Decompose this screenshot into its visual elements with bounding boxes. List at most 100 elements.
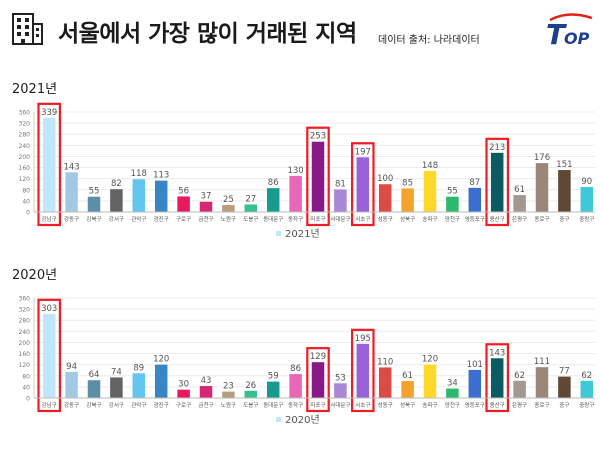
bar-value-label: 151 [556, 160, 572, 170]
bar [401, 381, 414, 398]
x-tick-label: 동작구 [288, 216, 303, 223]
x-tick-label: 양천구 [445, 215, 460, 223]
y-tick-label: 360 [19, 296, 31, 303]
bar-value-label: 89 [133, 363, 144, 373]
y-tick-label: 80 [22, 373, 30, 380]
bar [87, 380, 101, 398]
svg-text:OP: OP [564, 29, 590, 48]
x-tick-label: 금천구 [198, 215, 213, 223]
y-tick-label: 240 [19, 329, 31, 336]
bar [177, 196, 190, 212]
bar-value-label: 100 [377, 174, 393, 184]
x-tick-label: 광진구 [154, 401, 169, 409]
x-tick-label: 동작구 [288, 402, 303, 409]
bar-value-label: 59 [268, 372, 279, 382]
highlight-box [485, 137, 509, 227]
highlight-box [485, 343, 509, 413]
bar [356, 157, 370, 212]
y-tick-label: 160 [19, 165, 31, 172]
bar-value-label: 213 [489, 143, 505, 153]
bar [490, 358, 504, 398]
x-tick-label: 서초구 [355, 215, 370, 223]
bar [311, 141, 325, 212]
bar-chart-2020: 0 40 80 120 160 200 240 280 320 360 303 강남구 94 강동구 64 강… [19, 296, 595, 426]
bar-value-label: 27 [245, 195, 256, 205]
x-tick-label: 중구 [559, 216, 569, 223]
x-tick-label: 강북구 [86, 402, 101, 409]
x-tick-label: 금천구 [198, 401, 213, 409]
bar [446, 196, 459, 212]
bar-value-label: 85 [402, 178, 413, 188]
bar [65, 172, 78, 212]
bar-value-label: 101 [467, 360, 483, 370]
x-tick-label: 서초구 [355, 401, 370, 409]
bar [222, 391, 235, 398]
bar [132, 179, 146, 212]
bar-value-label: 74 [111, 367, 122, 377]
x-tick-label: 구로구 [176, 216, 191, 223]
bar [580, 187, 594, 212]
legend-swatch [276, 417, 281, 422]
bar [222, 205, 235, 212]
bar-value-label: 87 [469, 178, 480, 188]
bar [199, 386, 213, 398]
x-tick-label: 도봉구 [243, 216, 258, 223]
bar [244, 204, 258, 212]
bar-value-label: 253 [310, 132, 326, 142]
highlight-box [37, 298, 61, 413]
y-tick-label: 160 [19, 351, 31, 358]
x-tick-label: 양천구 [445, 401, 460, 409]
bar-value-label: 130 [287, 166, 303, 176]
bar-value-label: 64 [89, 370, 100, 380]
bar-value-label: 77 [559, 367, 570, 377]
bar [558, 376, 571, 398]
bar [65, 371, 78, 398]
bar [289, 175, 302, 212]
x-tick-label: 영등포구 [465, 401, 485, 409]
bar-value-label: 43 [201, 376, 212, 386]
bar [334, 189, 347, 212]
bar-value-label: 90 [581, 177, 592, 187]
y-tick-label: 320 [19, 307, 31, 314]
header: 서울에서 가장 많이 거래된 지역 데이터 출처: 나라데이터 T OP [0, 0, 600, 60]
highlight-box [37, 102, 61, 227]
bar [423, 170, 437, 212]
logo: T OP [546, 13, 593, 48]
x-tick-label: 강서구 [109, 215, 124, 223]
legend-swatch [276, 231, 281, 236]
x-tick-label: 마포구 [310, 401, 325, 409]
y-tick-label: 0 [26, 210, 30, 217]
y-tick-label: 40 [22, 384, 30, 391]
bar-value-label: 143 [63, 162, 79, 172]
bar-value-label: 34 [447, 379, 458, 389]
bar [289, 374, 302, 398]
y-tick-label: 40 [22, 198, 30, 205]
bar [468, 187, 482, 212]
bar-value-label: 120 [153, 355, 169, 365]
bar [401, 188, 414, 212]
bar [446, 388, 459, 398]
bar-value-label: 53 [335, 373, 346, 383]
data-source-note: 데이터 출처: 나라데이터 [378, 35, 480, 46]
x-tick-label: 동대문구 [263, 401, 283, 409]
bar-value-label: 111 [534, 357, 550, 367]
bar [356, 343, 370, 398]
bar-value-label: 303 [41, 304, 57, 314]
highlight-box [351, 328, 375, 413]
x-tick-label: 도봉구 [243, 402, 258, 409]
bar-value-label: 197 [355, 147, 371, 157]
bar [468, 369, 482, 398]
bar-value-label: 37 [201, 192, 212, 202]
x-tick-label: 노원구 [221, 215, 236, 223]
bar-value-label: 86 [290, 364, 301, 374]
x-tick-label: 성동구 [378, 215, 393, 223]
x-tick-label: 구로구 [176, 402, 191, 409]
x-tick-label: 관악구 [131, 401, 146, 409]
bar-chart-2021: 0 40 80 120 160 200 240 280 320 360 339 강남구 143 강동구 55… [19, 102, 595, 240]
bar-value-label: 176 [534, 153, 550, 163]
bar [266, 381, 280, 398]
x-tick-label: 은평구 [512, 402, 527, 409]
y-tick-label: 240 [19, 143, 31, 150]
x-tick-label: 은평구 [512, 216, 527, 223]
bar-value-label: 195 [355, 334, 371, 344]
